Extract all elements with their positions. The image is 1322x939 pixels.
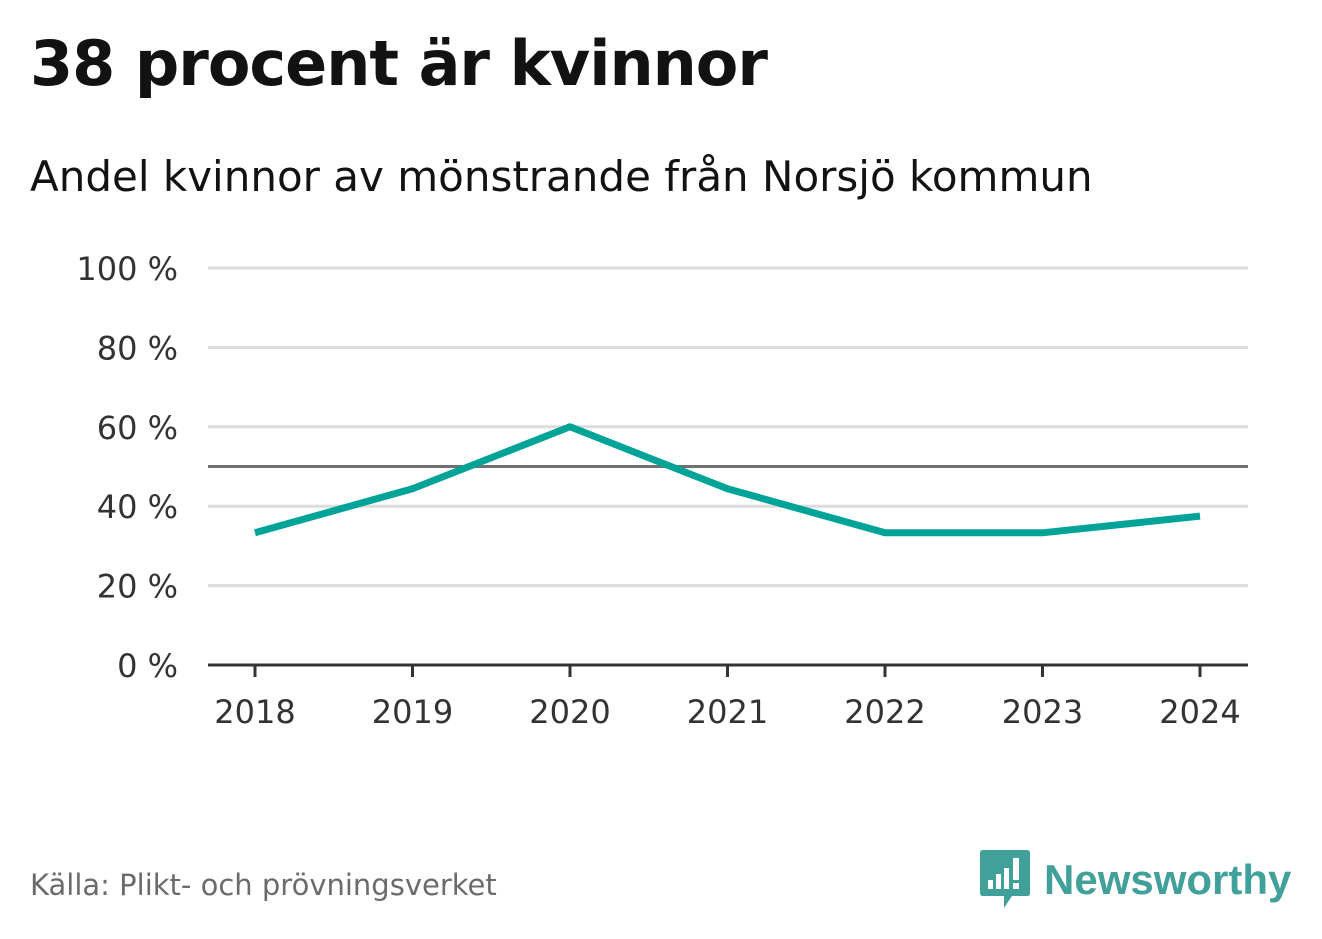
x-tick-label: 2023 — [1002, 693, 1083, 731]
y-tick-label: 40 % — [97, 488, 178, 526]
series-line-0 — [254, 423, 1201, 537]
x-tick-label: 2018 — [214, 693, 295, 731]
x-tick-label: 2024 — [1159, 693, 1240, 731]
chart-title: 38 procent är kvinnor — [30, 27, 768, 100]
y-tick-label: 80 % — [97, 329, 178, 367]
grid-layer — [208, 266, 1248, 588]
x-axis — [208, 663, 1248, 677]
source-note: Källa: Plikt- och prövningsverket — [30, 868, 497, 902]
y-tick-label: 60 % — [97, 409, 178, 447]
x-tick-label: 2022 — [844, 693, 925, 731]
y-tick-label: 100 % — [76, 250, 178, 288]
x-tick-label: 2020 — [529, 693, 610, 731]
y-tick-label: 20 % — [97, 568, 178, 606]
x-axis-labels: 2018 2019 2020 2021 2022 2023 2024 — [214, 693, 1240, 731]
series-layer — [254, 423, 1201, 537]
newsworthy-logo-icon — [980, 850, 1030, 908]
x-tick-label: 2021 — [687, 693, 768, 731]
x-tick-label: 2019 — [372, 693, 453, 731]
brand-name: Newsworthy — [1044, 856, 1292, 903]
chart-subtitle: Andel kvinnor av mönstrande från Norsjö … — [30, 152, 1093, 201]
y-tick-label: 0 % — [117, 647, 178, 685]
y-axis-labels: 0 % 20 % 40 % 60 % 80 % 100 % — [76, 250, 178, 685]
brand-logo: Newsworthy — [980, 848, 1291, 912]
